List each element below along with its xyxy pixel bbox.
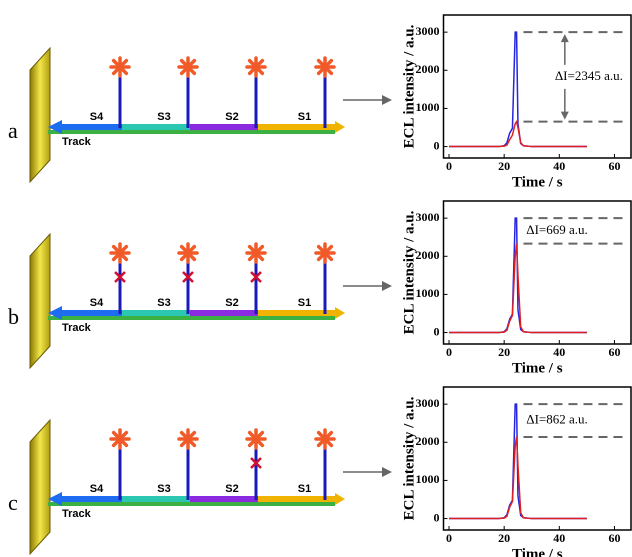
segment (122, 496, 190, 502)
annotation-head (561, 34, 569, 42)
plot-frame (444, 15, 632, 158)
segment-label: S1 (298, 483, 311, 495)
x-tick-label: 0 (446, 345, 452, 359)
annotation: ΔI=669 a.u. (526, 222, 588, 237)
segment (55, 124, 122, 130)
segment-label: S4 (90, 483, 104, 495)
y-tick-label: 3000 (416, 24, 440, 38)
track-arrow (335, 493, 345, 505)
x-tick-label: 60 (608, 531, 620, 545)
segment-label: S2 (225, 297, 238, 309)
track-arrow (335, 121, 345, 133)
y-tick-label: 3000 (416, 396, 440, 410)
x-tick-label: 0 (446, 531, 452, 545)
track-label: Track (62, 322, 92, 334)
segment-label: S2 (225, 111, 238, 123)
segment (190, 124, 258, 130)
x-axis-label: Time / s (512, 546, 563, 557)
segment-label: S3 (157, 111, 170, 123)
x-tick-label: 20 (498, 345, 510, 359)
y-tick-label: 2000 (416, 248, 440, 262)
panel-label: b (8, 304, 19, 329)
y-tick-label: 1000 (416, 286, 440, 300)
x-tick-label: 20 (498, 159, 510, 173)
y-axis-label: ECL intensity / a.u. (401, 396, 417, 520)
segment-label: S4 (90, 297, 104, 309)
track-arrow (335, 307, 345, 319)
segment (122, 124, 190, 130)
x-tick-label: 40 (553, 159, 565, 173)
segment-label: S3 (157, 483, 170, 495)
x-tick-label: 60 (608, 159, 620, 173)
panel-label: a (8, 118, 18, 143)
y-tick-label: 1000 (416, 472, 440, 486)
wall (30, 420, 50, 554)
y-tick-label: 2000 (416, 434, 440, 448)
annotation-head (561, 112, 569, 120)
segment (122, 310, 190, 316)
y-tick-label: 1000 (416, 100, 440, 114)
wall (30, 48, 50, 182)
series-line (449, 244, 587, 333)
x-axis-label: Time / s (512, 360, 563, 376)
y-tick-label: 0 (434, 510, 440, 524)
segment-label: S1 (298, 297, 311, 309)
y-axis-label: ECL intensity / a.u. (401, 210, 417, 334)
y-tick-label: 2000 (416, 62, 440, 76)
y-tick-label: 0 (434, 138, 440, 152)
segment-label: S4 (90, 111, 104, 123)
flow-head (382, 467, 392, 477)
annotation: ΔI=2345 a.u. (555, 68, 623, 83)
flow-head (382, 281, 392, 291)
segment (55, 496, 122, 502)
plot-frame (444, 387, 632, 530)
y-tick-label: 0 (434, 324, 440, 338)
figure: a S4 S3 S2 S1 Track b S4 S3 S2 S1 Track c S4 S3 S2 S1 Tra… (0, 0, 632, 557)
segment (190, 310, 258, 316)
annotation: ΔI=862 a.u. (526, 412, 588, 427)
segment-label: S3 (157, 297, 170, 309)
flow-head (382, 95, 392, 105)
x-tick-label: 40 (553, 531, 565, 545)
segment (258, 496, 335, 502)
x-tick-label: 60 (608, 345, 620, 359)
x-axis-label: Time / s (512, 174, 563, 190)
segment-label: S2 (225, 483, 238, 495)
segment-label: S1 (298, 111, 311, 123)
segment (258, 124, 335, 130)
wall (30, 234, 50, 368)
x-tick-label: 0 (446, 159, 452, 173)
segment (55, 310, 122, 316)
x-tick-label: 20 (498, 531, 510, 545)
series-line (449, 122, 587, 147)
panel-label: c (8, 490, 18, 515)
track-label: Track (62, 136, 92, 148)
segment (190, 496, 258, 502)
y-axis-label: ECL intensity / a.u. (401, 24, 417, 148)
track-label: Track (62, 508, 92, 520)
y-tick-label: 3000 (416, 210, 440, 224)
x-tick-label: 40 (553, 345, 565, 359)
segment (258, 310, 335, 316)
